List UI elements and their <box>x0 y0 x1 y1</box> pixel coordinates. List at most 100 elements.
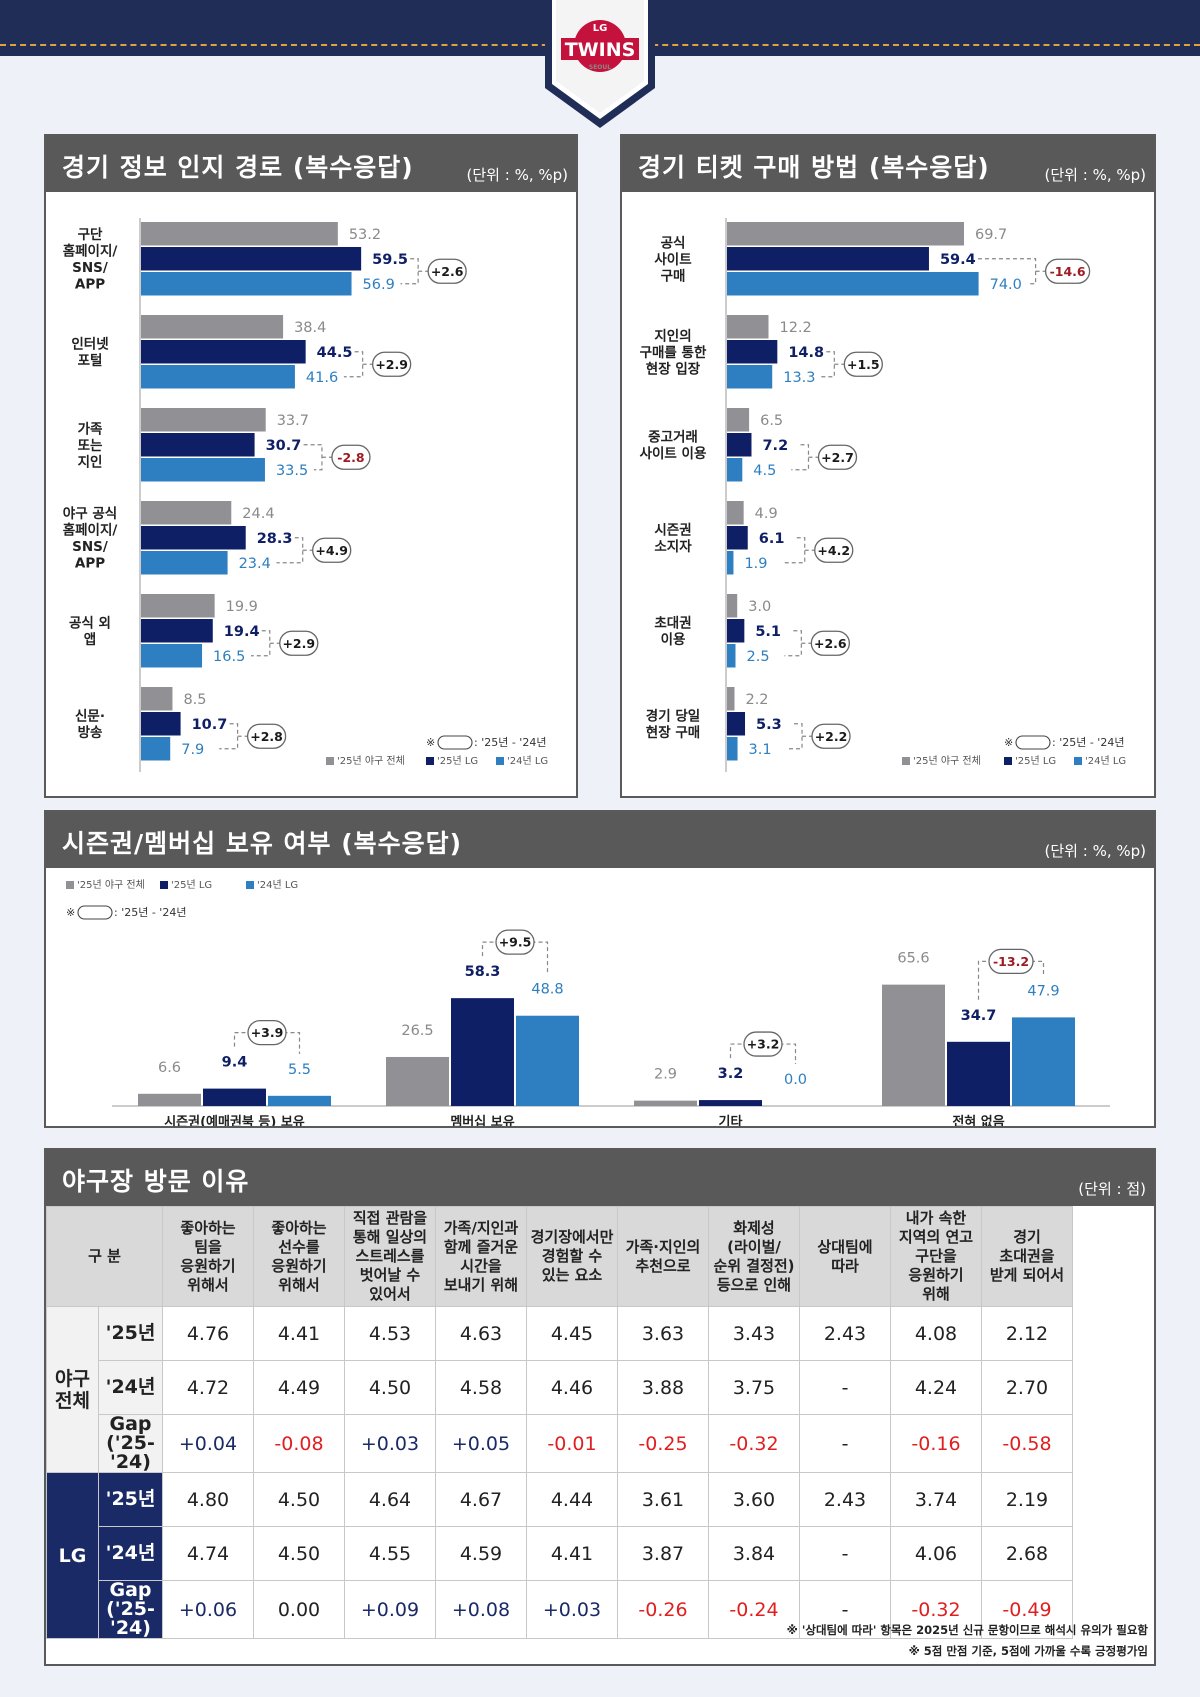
data-label: 3.0 <box>748 599 771 615</box>
data-label: 4.9 <box>755 506 778 522</box>
category-label: 현장 구매 <box>646 724 700 741</box>
gap-badge <box>814 537 854 563</box>
score-cell: 2.12 <box>981 1306 1073 1361</box>
category-label: 야구 공식 <box>63 505 117 522</box>
column-header: 내가 속한 지역의 연고 구단을 응원하기 위해 <box>890 1206 982 1307</box>
panel-title: 시즌권/멤버십 보유 여부 (복수응답) <box>62 829 463 858</box>
category-label: 현장 입장 <box>646 360 701 377</box>
category-label: APP <box>75 556 105 572</box>
bar-lg24 <box>141 365 295 389</box>
score-cell: 2.70 <box>981 1360 1073 1415</box>
row-label: Gap ('25-'24) <box>98 1414 163 1473</box>
bar-lg24 <box>516 1015 579 1106</box>
gap-label: +2.7 <box>821 450 854 465</box>
gap-bracket <box>977 258 1037 285</box>
score-cell: 4.50 <box>253 1472 345 1527</box>
category-label: 포털 <box>78 353 103 369</box>
gap-badge <box>246 723 287 749</box>
bar-lg24 <box>1012 1017 1075 1106</box>
score-cell: 0.00 <box>253 1580 345 1639</box>
table-row: LG '25년 4.80 4.50 4.64 4.67 4.44 3.61 3.60 2.43 3.… <box>46 1472 1073 1639</box>
data-label: 59.5 <box>372 252 408 268</box>
data-label: 33.5 <box>276 463 308 479</box>
gap-badge <box>427 258 467 284</box>
score-cell: +0.04 <box>162 1414 254 1473</box>
bar-total <box>727 687 735 711</box>
score-cell: 4.59 <box>435 1526 527 1581</box>
score-cell: +0.03 <box>526 1580 618 1639</box>
column-header: 좋아하는 선수를 응원하기 위해서 <box>253 1206 345 1307</box>
row-label: Gap ('25-'24) <box>98 1580 163 1639</box>
gap-bracket <box>276 537 304 564</box>
table-notes: ※ '상대팀에 따라' 항목은 2025년 신규 문항이므로 해석시 유의가 필… <box>787 1620 1148 1662</box>
legend-swatch <box>66 881 74 889</box>
gap-badge <box>312 537 352 563</box>
team-logo: LG TWINS SEOUL <box>543 0 657 130</box>
bar-lg24 <box>141 458 265 482</box>
data-label: 44.5 <box>317 345 353 361</box>
data-label: 69.7 <box>975 227 1007 243</box>
data-label: 53.2 <box>349 227 381 243</box>
gap-bracket <box>791 444 810 471</box>
gap-bracket <box>219 723 239 750</box>
logo-main: TWINS <box>565 39 636 61</box>
season-chart: '25년 야구 전체 '25년 LG '24년 LG ※: '25년 - '24년 6.… <box>66 879 1110 1126</box>
gap-label: +1.5 <box>847 357 880 372</box>
score-cell: - <box>799 1526 891 1581</box>
bar-total <box>141 222 338 246</box>
score-cell: 4.49 <box>253 1360 345 1415</box>
score-cell: -0.58 <box>981 1414 1073 1473</box>
score-cell: 4.41 <box>526 1526 618 1581</box>
bar-total <box>634 1100 697 1106</box>
row-label: '24년 <box>98 1360 163 1415</box>
bar-lg24 <box>141 644 203 668</box>
gap-badge <box>1044 258 1091 284</box>
bar-lg24 <box>727 458 743 482</box>
data-label: 0.0 <box>784 1072 807 1088</box>
gap-bracket <box>729 1043 797 1064</box>
score-cell: 3.61 <box>617 1472 709 1527</box>
gap-label: +9.5 <box>499 935 532 950</box>
gap-label: +4.2 <box>817 543 850 558</box>
legend-label: '24년 LG <box>257 879 298 891</box>
gap-badge <box>331 444 371 470</box>
gap-badge <box>371 351 412 377</box>
category-label: 시즌권(예매권북 등) 보유 <box>164 1114 305 1126</box>
column-header: 가족·지인의 추천으로 <box>617 1206 709 1307</box>
gap-badge <box>810 630 850 656</box>
score-cell: 4.74 <box>162 1526 254 1581</box>
bar-lg24 <box>268 1095 331 1106</box>
gap-badge <box>988 948 1034 975</box>
category-label: 앱 <box>84 632 96 648</box>
bar-total <box>727 594 738 618</box>
bar-lg25 <box>727 433 752 457</box>
gap-label: +3.9 <box>251 1025 284 1040</box>
data-label: 6.1 <box>759 531 785 547</box>
info-path-panel: 경기 정보 인지 경로 (복수응답) (단위 : %, %p) 구단 홈페이지/S… <box>44 134 578 798</box>
gap-label: +4.9 <box>315 543 348 558</box>
bar-total <box>727 315 769 339</box>
legend-label: '24년 LG <box>1085 755 1126 767</box>
category-label: 지인의 <box>654 327 691 344</box>
bar-lg25 <box>699 1100 762 1106</box>
data-label: 7.2 <box>762 438 788 454</box>
score-cell: 2.43 <box>799 1306 891 1361</box>
data-label: 19.9 <box>226 599 258 615</box>
data-label: 28.3 <box>257 531 293 547</box>
bar-lg25 <box>727 712 746 736</box>
data-label: 2.5 <box>747 649 770 665</box>
gap-bracket <box>233 1032 301 1054</box>
legend-swatch <box>326 757 334 765</box>
bar-lg25 <box>141 526 246 550</box>
panel-unit: (단위 : %, %p) <box>1044 842 1146 860</box>
data-label: 30.7 <box>266 438 302 454</box>
bar-lg24 <box>727 644 736 668</box>
data-label: 41.6 <box>306 370 338 386</box>
gap-badge <box>811 723 851 749</box>
ticket-method-panel: 경기 티켓 구매 방법 (복수응답) (단위 : %, %p) 공식 사이트 구매 6… <box>620 134 1156 798</box>
category-label: 홈페이지/ <box>63 522 118 539</box>
legend-swatch <box>246 881 254 889</box>
data-label: 34.7 <box>961 1008 997 1024</box>
